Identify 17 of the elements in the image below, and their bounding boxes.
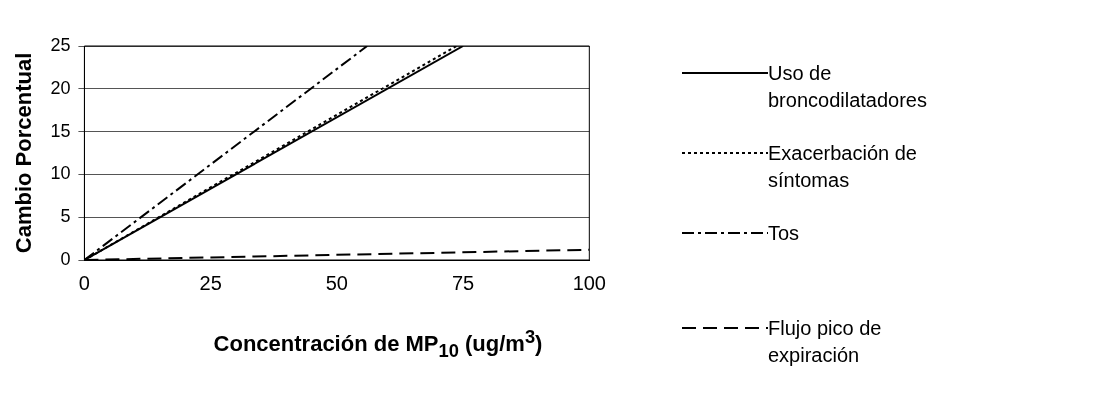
legend-label: Uso de broncodilatadores xyxy=(768,61,928,113)
legend-label: Tos xyxy=(768,221,801,246)
x-tick-label: 0 xyxy=(78,271,90,294)
y-tick-label: 25 xyxy=(50,34,71,55)
x-axis-title: Concentración de MP$_{10}$ (ug/m$^{3}$) xyxy=(212,326,544,362)
y-tick-label: 15 xyxy=(50,120,71,141)
y-tick-label: 0 xyxy=(60,248,71,269)
y-tick-label: 5 xyxy=(60,206,71,227)
x-tick-label: 25 xyxy=(199,271,222,294)
y-tick-label: 20 xyxy=(50,77,71,98)
x-tick-label: 50 xyxy=(325,271,348,294)
x-tick-label: 75 xyxy=(451,271,475,294)
x-tick-label: 100 xyxy=(572,271,606,294)
y-tick-label: 10 xyxy=(50,163,71,184)
legend-label: Flujo pico de expiración xyxy=(768,316,883,368)
legend-label: Exacerbación de síntomas xyxy=(768,141,918,193)
y-axis-title: Cambio Porcentual xyxy=(11,52,37,254)
